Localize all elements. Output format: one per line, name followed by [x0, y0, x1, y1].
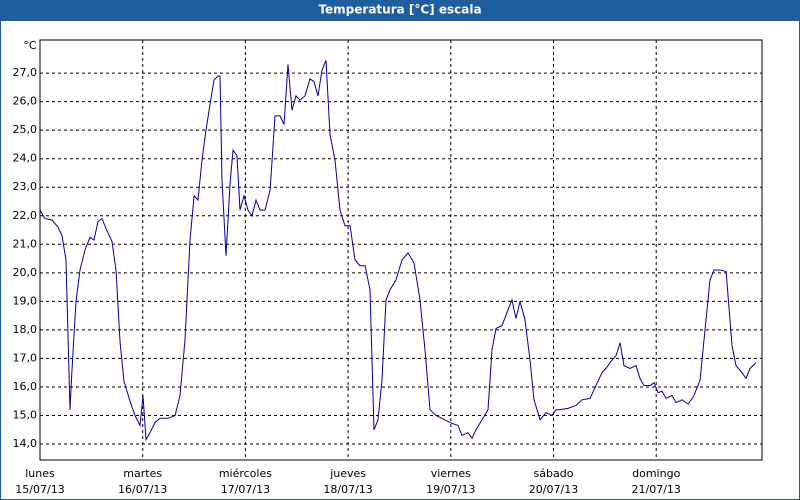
y-tick-label: 24,0: [13, 152, 38, 165]
x-tick-date: 20/07/13: [529, 483, 578, 496]
y-tick-label: 22,0: [13, 209, 38, 222]
x-tick-label: martes: [123, 467, 162, 480]
line-series: [39, 60, 757, 442]
y-tick-label: 17,0: [13, 351, 38, 364]
y-axis-label: °C: [23, 39, 37, 52]
y-tick-label: 15,0: [13, 408, 38, 421]
plot-area: [39, 39, 763, 461]
title-bar: [0, 0, 800, 20]
x-tick-label: miércoles: [219, 467, 272, 480]
y-tick-label: 14,0: [13, 437, 38, 450]
chart-title: Temperatura [°C] escala: [318, 3, 481, 17]
y-tick-label: 21,0: [13, 237, 38, 250]
x-tick-label: sábado: [534, 467, 574, 480]
x-tick-date: 16/07/13: [118, 483, 167, 496]
x-tick-label: viernes: [431, 467, 471, 480]
x-tick-date: 18/07/13: [323, 483, 372, 496]
x-tick-label: lunes: [25, 467, 55, 480]
x-tick-label: jueves: [329, 467, 366, 480]
y-tick-label: 27,0: [13, 66, 38, 79]
y-tick-label: 16,0: [13, 380, 38, 393]
x-tick-date: 19/07/13: [426, 483, 475, 496]
y-tick-label: 25,0: [13, 123, 38, 136]
y-tick-label: 20,0: [13, 266, 38, 279]
x-tick-date: 15/07/13: [15, 483, 64, 496]
x-tick-date: 17/07/13: [221, 483, 270, 496]
x-tick-label: domingo: [632, 467, 680, 480]
y-tick-label: 26,0: [13, 95, 38, 108]
x-tick-date: 21/07/13: [632, 483, 681, 496]
y-tick-label: 23,0: [13, 180, 38, 193]
y-tick-label: 19,0: [13, 294, 38, 307]
y-tick-label: 18,0: [13, 323, 38, 336]
